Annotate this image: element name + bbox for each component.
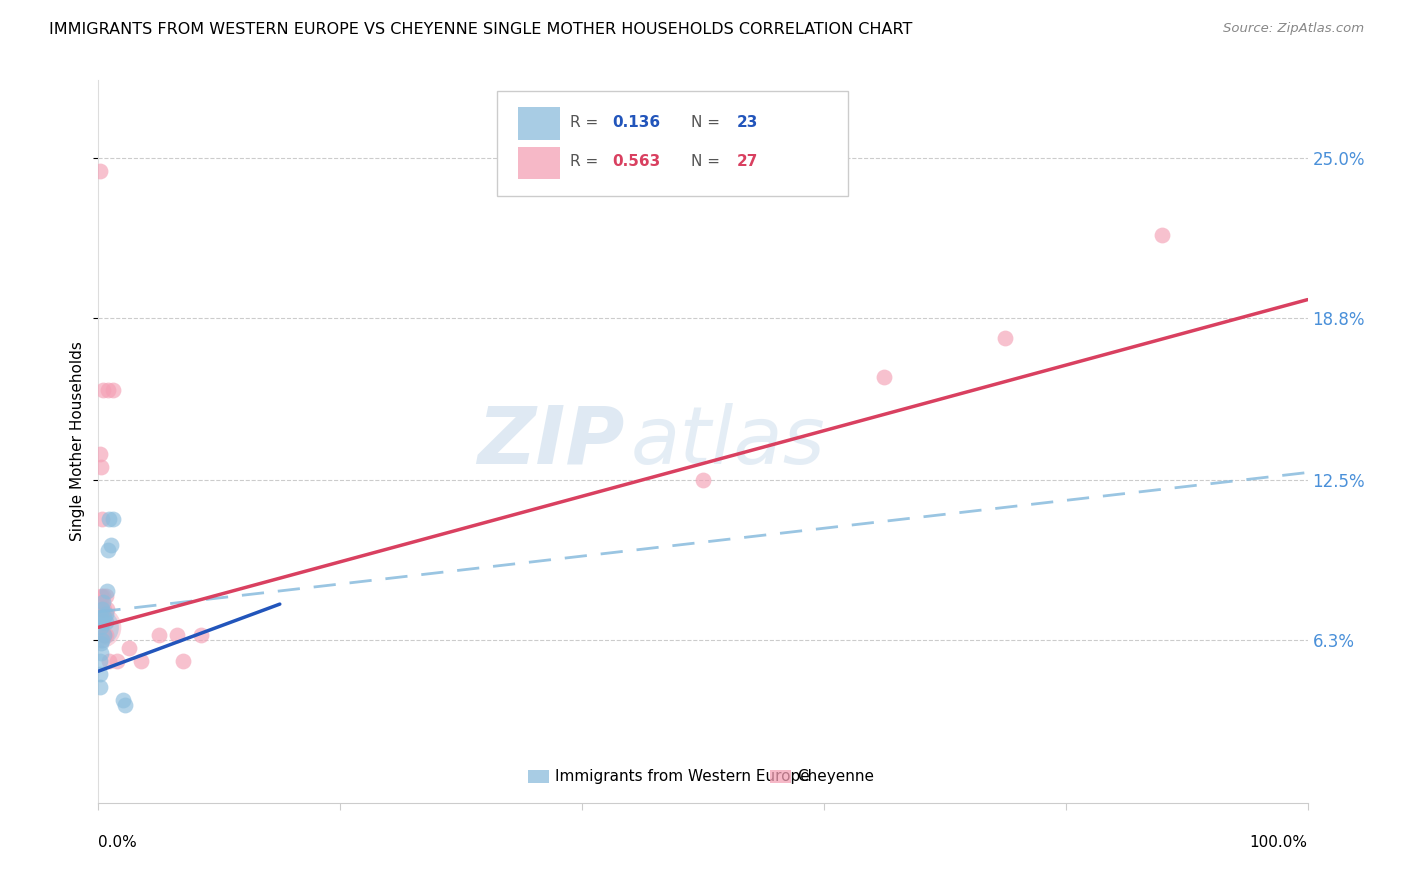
Point (89, 620, 111, 634)
Point (97, 383, 120, 397)
Point (91, 594, 114, 608)
Point (89, 654, 111, 668)
Bar (517, 107, 561, 139)
Y-axis label: Single Mother Households: Single Mother Households (70, 342, 86, 541)
Point (90, 646, 112, 660)
Point (166, 628, 188, 642)
Bar (527, 770, 550, 782)
Bar (517, 147, 561, 179)
Text: IMMIGRANTS FROM WESTERN EUROPE VS CHEYENNE SINGLE MOTHER HOUSEHOLDS CORRELATION : IMMIGRANTS FROM WESTERN EUROPE VS CHEYEN… (49, 22, 912, 37)
Point (129, 654, 152, 668)
Text: 0.136: 0.136 (613, 115, 661, 129)
Point (91, 512, 114, 526)
Point (93, 602, 115, 616)
Point (94, 615, 117, 630)
Point (90, 636, 112, 650)
Point (692, 473, 714, 487)
Point (89, 666, 111, 681)
Point (91, 602, 114, 616)
Point (93, 628, 115, 642)
Point (118, 640, 141, 655)
Point (148, 628, 170, 642)
Point (91, 590, 114, 604)
Point (90, 460, 112, 475)
Text: N =: N = (690, 154, 724, 169)
Text: Cheyenne: Cheyenne (797, 769, 875, 783)
Point (1152, 228, 1174, 243)
Point (94, 628, 117, 642)
Point (94, 607, 117, 622)
Point (105, 654, 128, 668)
Point (93, 628, 115, 642)
Point (91, 383, 114, 397)
Text: R =: R = (569, 115, 603, 129)
Bar (769, 770, 792, 782)
Point (91, 602, 114, 616)
Point (90, 610, 112, 624)
Point (98, 654, 121, 668)
Point (101, 512, 124, 526)
Point (89, 620, 111, 634)
Point (111, 692, 134, 706)
Text: 0.0%: 0.0% (98, 835, 138, 850)
Point (96, 584, 118, 599)
Point (94, 590, 117, 604)
Point (90, 620, 112, 634)
Text: ZIP: ZIP (477, 402, 624, 481)
Text: atlas: atlas (630, 402, 825, 481)
Point (114, 698, 136, 712)
Point (91, 615, 114, 630)
Text: 27: 27 (737, 154, 758, 169)
Text: Immigrants from Western Europe: Immigrants from Western Europe (555, 769, 810, 783)
Point (89, 163, 111, 178)
FancyBboxPatch shape (498, 91, 848, 196)
Point (96, 602, 118, 616)
Text: 100.0%: 100.0% (1250, 835, 1308, 850)
Point (89, 680, 111, 694)
Point (101, 383, 124, 397)
Point (172, 654, 194, 668)
Point (93, 610, 115, 624)
Point (100, 538, 122, 552)
Point (89, 447, 111, 461)
Point (90, 590, 112, 604)
Text: N =: N = (690, 115, 724, 129)
Point (97, 542, 120, 557)
Point (190, 628, 212, 642)
Text: 23: 23 (737, 115, 758, 129)
Point (91, 615, 114, 630)
Point (994, 331, 1017, 345)
Point (98, 512, 121, 526)
Text: Source: ZipAtlas.com: Source: ZipAtlas.com (1223, 22, 1364, 36)
Point (91, 633, 114, 648)
Point (873, 370, 896, 384)
Text: R =: R = (569, 154, 603, 169)
Text: 0.563: 0.563 (613, 154, 661, 169)
